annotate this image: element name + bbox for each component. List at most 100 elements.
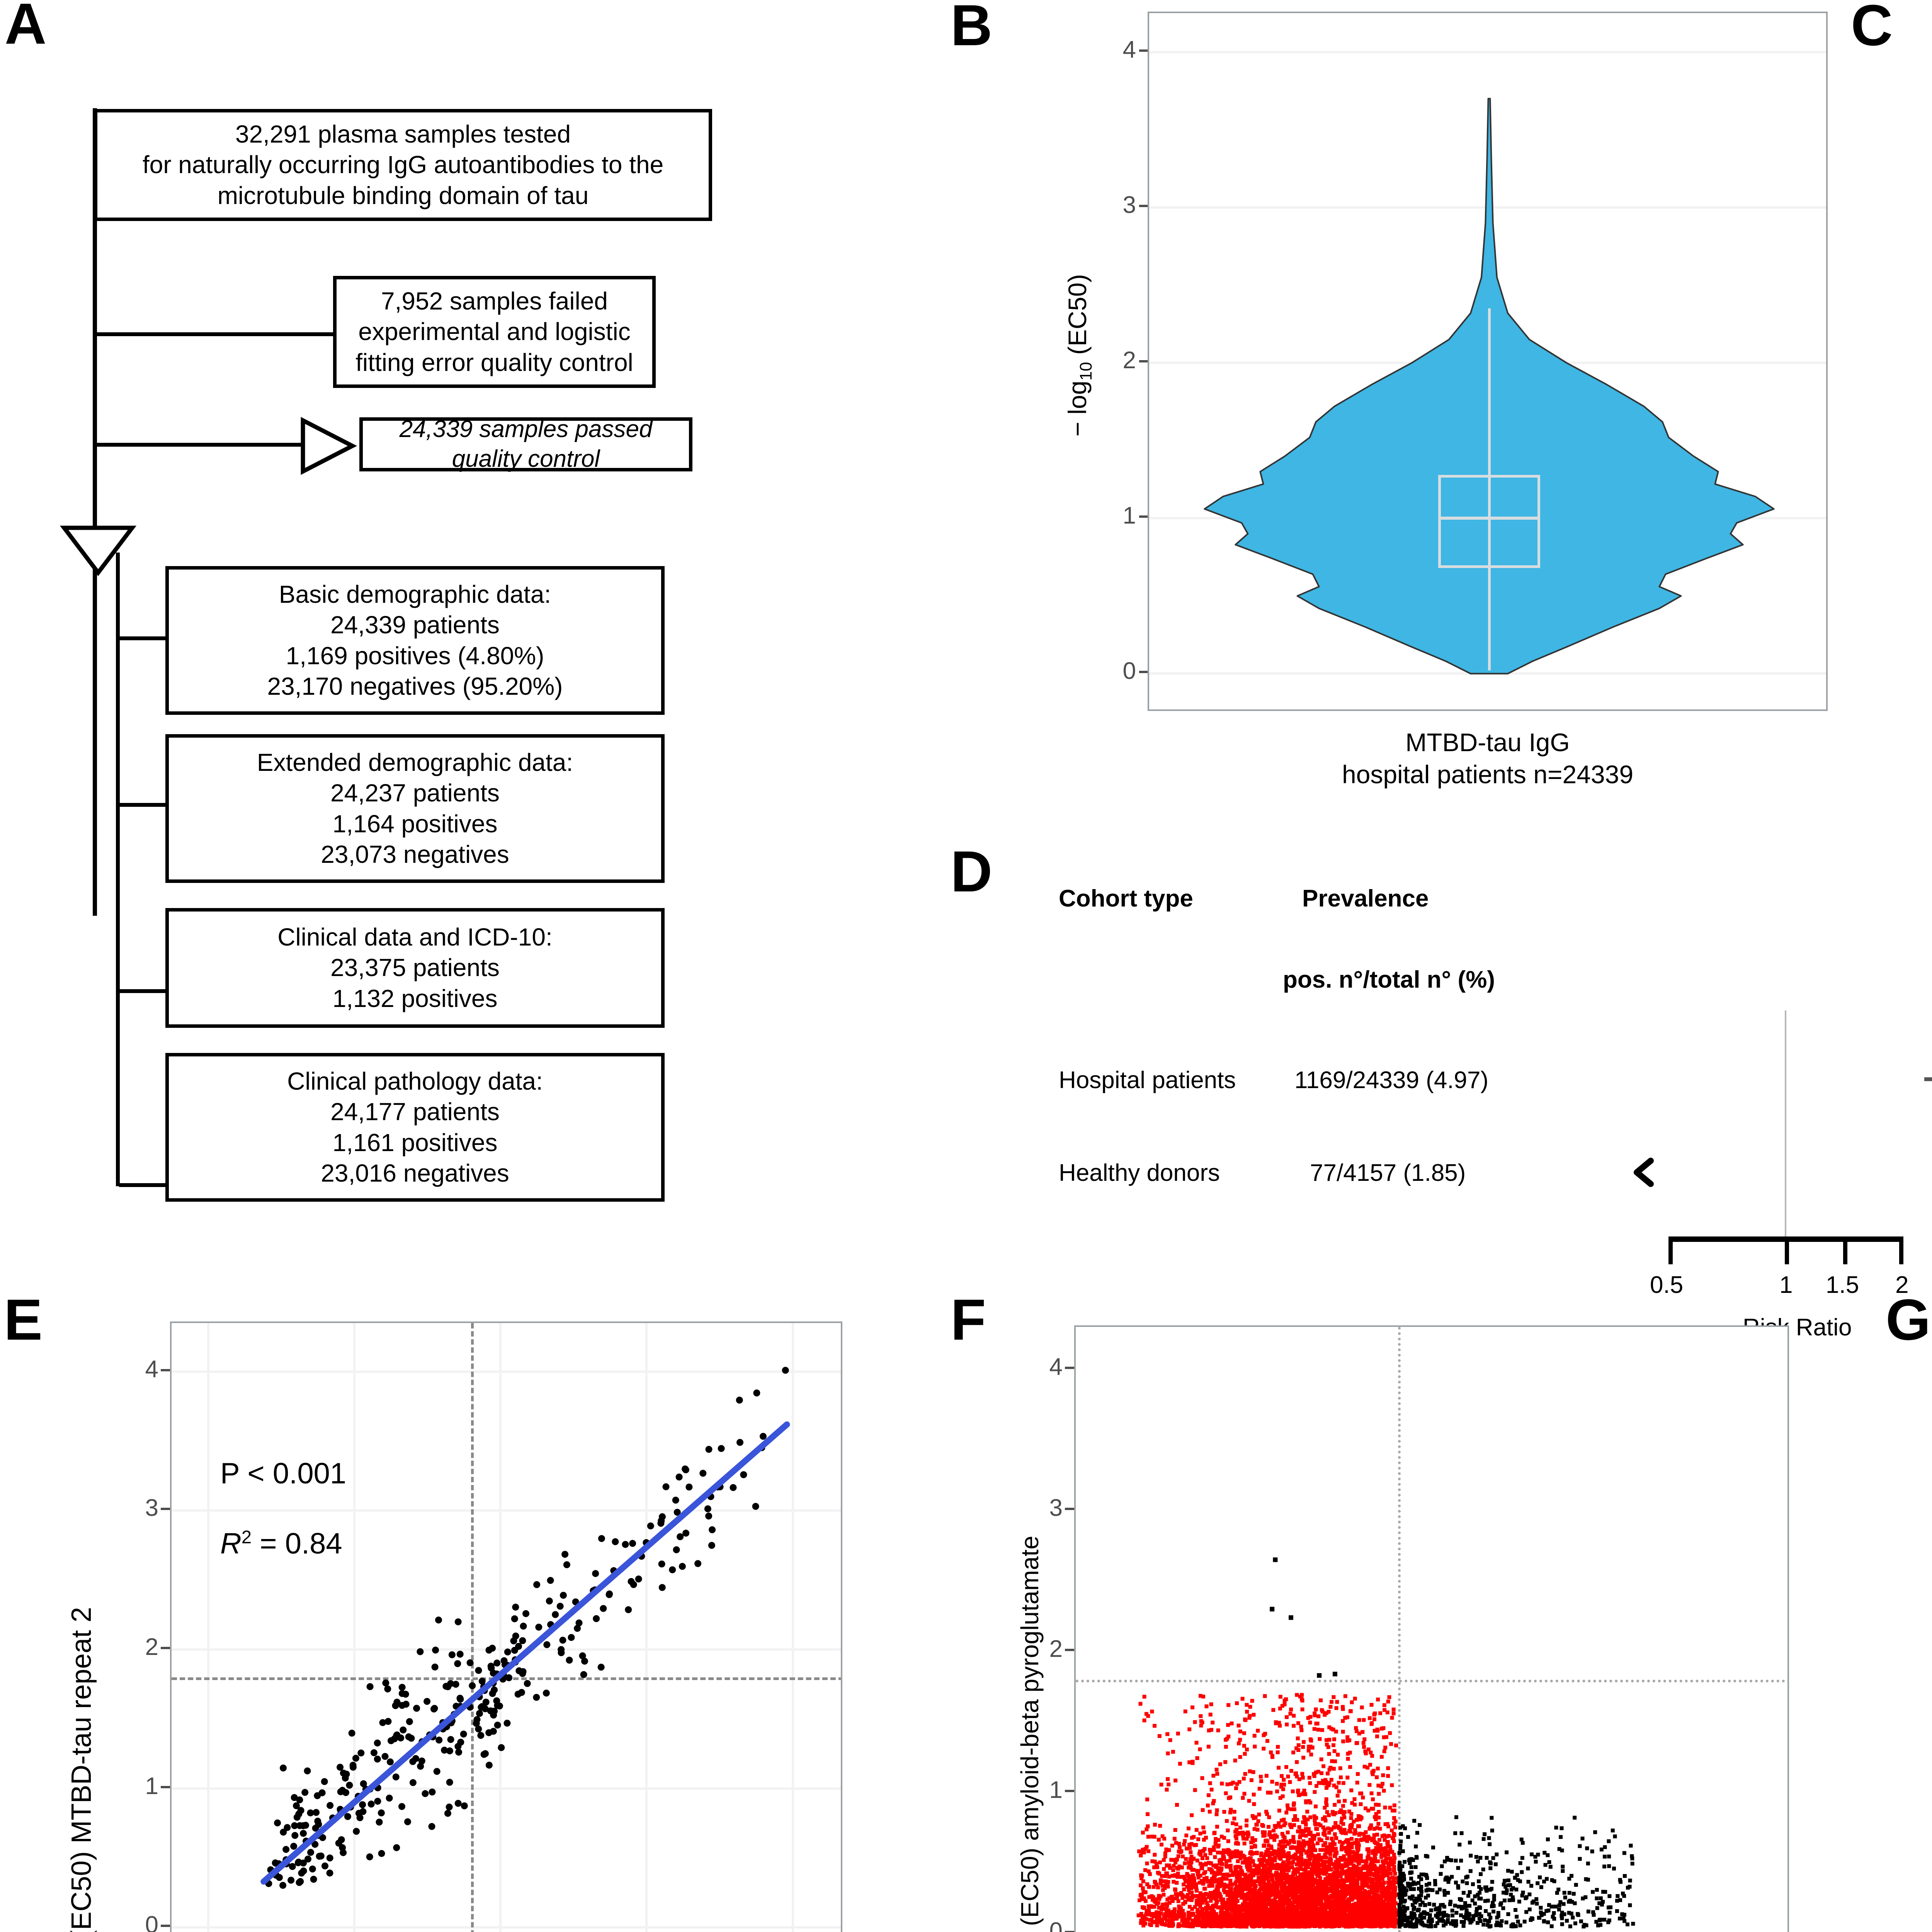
y-tick-label: 4 xyxy=(1049,1353,1063,1380)
panel-f-threshold-x-line xyxy=(1398,1327,1401,1932)
flow-box-pathology-line-1: 24,177 patients xyxy=(330,1098,500,1126)
panel-label-g: G xyxy=(1886,1287,1931,1352)
gridline xyxy=(172,1509,841,1512)
forest-axis-tick-label-3: 2 xyxy=(1895,1272,1909,1298)
flow-connector-passed xyxy=(93,443,309,447)
y-tick-mark xyxy=(161,1925,170,1927)
forest-axis-tick-0 xyxy=(1668,1236,1673,1264)
flow-box-icd10: Clinical data and ICD-10: 23,375 patient… xyxy=(165,908,665,1028)
panel-b-violin-hospital: B − log10 (EC50) 0 1 2 3 4 MTBD-tau IgG hosp… xyxy=(947,0,1847,850)
panel-label-e: E xyxy=(4,1287,43,1352)
y-tick-mark xyxy=(1065,1931,1074,1932)
flow-box-pathology: Clinical pathology data: 24,177 patients… xyxy=(165,1053,665,1202)
flow-box-failed: 7,952 samples failed experimental and lo… xyxy=(333,276,656,388)
flow-box-tested-line-1: for naturally occurring IgG autoantibodi… xyxy=(142,151,664,179)
panel-e-y-axis-title: − log10 (EC50) MTBD-tau repeat 2 xyxy=(66,1607,101,1932)
flow-connector-failed xyxy=(93,332,336,336)
y-tick-mark xyxy=(1139,204,1148,207)
y-tick-mark xyxy=(161,1369,170,1371)
flow-box-extended-line-0: Extended demographic data: xyxy=(257,748,573,776)
y-axis-suffix-f: (EC50) amyloid-beta pyroglutamate xyxy=(1016,1536,1044,1932)
flow-box-passed-line-0: 24,339 samples passed quality control xyxy=(399,416,653,472)
y-tick-label: 1 xyxy=(1122,502,1136,529)
flow-box-tested: 32,291 plasma samples tested for natural… xyxy=(94,109,712,221)
gridline xyxy=(791,1323,794,1932)
panel-e-plot-area xyxy=(170,1321,842,1932)
forest-row-0-prevalence: 1169/24339 (4.97) xyxy=(1294,1067,1489,1094)
flow-box-basic-line-2: 1,169 positives (4.80%) xyxy=(286,641,544,670)
forest-row-0-ci-line xyxy=(1924,1077,1932,1081)
flow-box-icd10-line-2: 1,132 positives xyxy=(332,984,498,1012)
panel-g-scatter-prp: G − log10 (EC50) PrP 0123401234 − log10 … xyxy=(1855,1287,1932,1932)
gridline xyxy=(1149,51,1826,53)
y-tick-label: 4 xyxy=(1122,36,1136,63)
flow-box-icd10-line-1: 23,375 patients xyxy=(330,954,500,982)
y-tick-label: 0 xyxy=(1122,658,1136,685)
gridline xyxy=(499,1323,502,1932)
flow-box-passed: 24,339 samples passed quality control xyxy=(359,416,692,472)
panel-e-regression-line xyxy=(260,1421,790,1885)
panel-label-d: D xyxy=(951,839,993,904)
panel-label-f: F xyxy=(951,1287,986,1352)
panel-f-scatter-amyloid: F − log10 (EC50) amyloid-beta pyroglutam… xyxy=(947,1287,1855,1932)
flow-connector-trunk xyxy=(93,108,97,916)
gridline xyxy=(172,1787,841,1790)
forest-header-prevalence-sub: pos. n°/total n° (%) xyxy=(1283,966,1495,993)
y-tick-mark xyxy=(1139,49,1148,52)
flow-box-failed-line-1: experimental and logistic xyxy=(358,318,631,346)
gridline xyxy=(172,1370,841,1373)
y-tick-label: 0 xyxy=(145,1912,158,1932)
panel-f-threshold-y-line xyxy=(1076,1680,1787,1683)
y-tick-mark xyxy=(1139,671,1148,673)
forest-axis-tick-label-0: 0.5 xyxy=(1650,1272,1684,1298)
panel-b-category-line-1: hospital patients n=24339 xyxy=(1342,760,1634,789)
y-tick-label: 0 xyxy=(1049,1918,1063,1932)
y-axis-prefix-b: − log xyxy=(1063,381,1092,437)
flow-arrow-down xyxy=(60,526,137,577)
y-tick-label: 1 xyxy=(145,1772,158,1799)
panel-e-r2-symbol: R xyxy=(220,1527,242,1560)
flow-box-basic-line-1: 24,339 patients xyxy=(330,611,500,639)
panel-e-threshold-x-line xyxy=(471,1323,474,1932)
panel-a-flowchart: A 32,291 plasma samples tested for natur… xyxy=(0,0,947,1291)
panel-f-plot-area xyxy=(1074,1325,1789,1932)
y-tick-label: 1 xyxy=(1049,1777,1063,1804)
forest-row-1-arrow-left-icon xyxy=(1634,1158,1654,1187)
flow-box-basic: Basic demographic data: 24,339 patients … xyxy=(165,566,665,715)
forest-row-1-prevalence: 77/4157 (1.85) xyxy=(1310,1160,1466,1186)
y-tick-mark xyxy=(1065,1507,1074,1510)
panel-b-category-line-0: MTBD-tau IgG xyxy=(1405,728,1570,757)
forest-axis-tick-label-2: 1.5 xyxy=(1826,1272,1859,1298)
forest-axis-tick-3 xyxy=(1899,1236,1903,1264)
y-tick-mark xyxy=(161,1786,170,1788)
panel-e-scatter-repeat: E − log10 (EC50) MTBD-tau repeat 2 P < 0… xyxy=(0,1287,947,1932)
panel-e-r2-value: = 0.84 xyxy=(252,1527,342,1560)
gridline xyxy=(645,1323,648,1932)
flow-connector-basic xyxy=(119,636,165,640)
violin-median xyxy=(1438,517,1540,520)
flow-box-failed-line-2: fitting error quality control xyxy=(355,348,633,376)
flow-box-extended-line-2: 1,164 positives xyxy=(332,810,498,838)
y-tick-mark xyxy=(1139,515,1148,518)
panel-b-y-axis-title: − log10 (EC50) xyxy=(1063,274,1096,437)
y-tick-label: 4 xyxy=(145,1355,158,1383)
y-tick-label: 2 xyxy=(1049,1636,1063,1662)
violin-box xyxy=(1438,474,1540,568)
panel-e-annotation-p: P < 0.001 xyxy=(220,1457,347,1490)
flow-arrow-passed xyxy=(301,417,357,475)
gridline xyxy=(353,1323,355,1932)
panel-b-category-label: MTBD-tau IgG hospital patients n=24339 xyxy=(1148,726,1828,790)
y-axis-suffix-e: (EC50) MTBD-tau repeat 2 xyxy=(66,1607,97,1932)
flow-box-extended-line-3: 23,073 negatives xyxy=(321,840,509,868)
y-axis-sub-b: 10 xyxy=(1077,362,1096,381)
panel-e-annotation-r2: R2 = 0.84 xyxy=(220,1526,342,1560)
y-tick-mark xyxy=(1065,1790,1074,1793)
flow-box-pathology-line-3: 23,016 negatives xyxy=(321,1159,509,1187)
y-axis-suffix-b: (EC50) xyxy=(1063,274,1092,362)
panel-label-b: B xyxy=(951,0,993,58)
panel-d-forest-plot: D Cohort type Prevalence Risk Ratio (95%… xyxy=(947,842,1932,1341)
y-tick-mark xyxy=(1139,360,1148,362)
y-tick-label: 3 xyxy=(1049,1494,1063,1521)
forest-row-0-cohort: Hospital patients xyxy=(1059,1067,1236,1094)
